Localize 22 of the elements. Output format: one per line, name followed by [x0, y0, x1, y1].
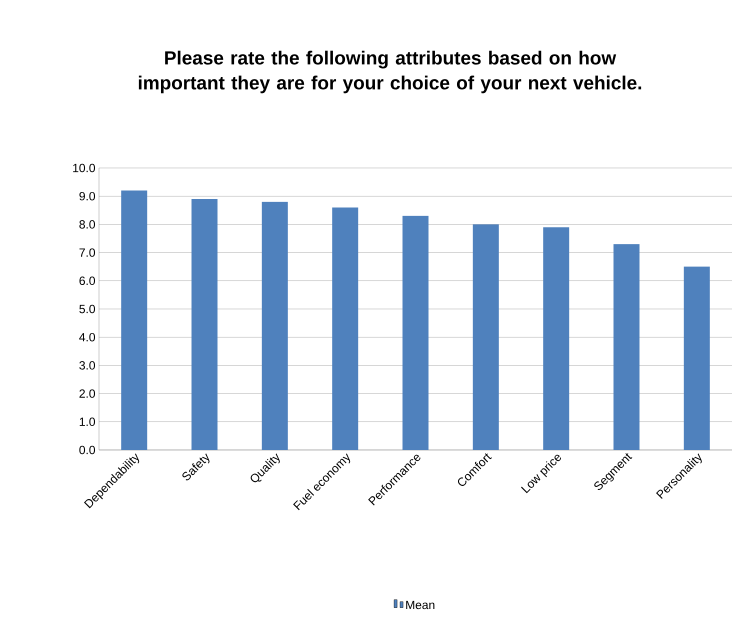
y-tick-label: 2.0 — [79, 389, 96, 398]
bar — [472, 224, 499, 450]
legend-label: Mean — [406, 600, 434, 610]
y-tick-label: 9.0 — [79, 192, 96, 200]
bar — [402, 216, 429, 450]
bar — [121, 190, 148, 450]
y-tick-label: 7.0 — [79, 248, 96, 257]
bar — [543, 227, 570, 450]
chart-title: Please rate the following attributes based on how important they are for your choice of your next vehicle. — [138, 50, 642, 94]
y-tick-label: 1.0 — [80, 418, 96, 426]
y-tick-label: 0.0 — [79, 446, 96, 454]
y-tick-label: 3.0 — [79, 361, 96, 370]
bar — [684, 266, 710, 450]
y-tick-label: 6.0 — [79, 276, 96, 286]
bar — [332, 207, 358, 450]
bar — [614, 244, 640, 450]
y-tick-label: 4.0 — [79, 332, 96, 342]
y-tick-label: 5.0 — [79, 304, 96, 314]
bar — [192, 199, 218, 450]
y-tick-label: 10.0 — [73, 164, 96, 172]
y-tick-label: 8.0 — [79, 220, 96, 229]
bar — [262, 202, 288, 450]
